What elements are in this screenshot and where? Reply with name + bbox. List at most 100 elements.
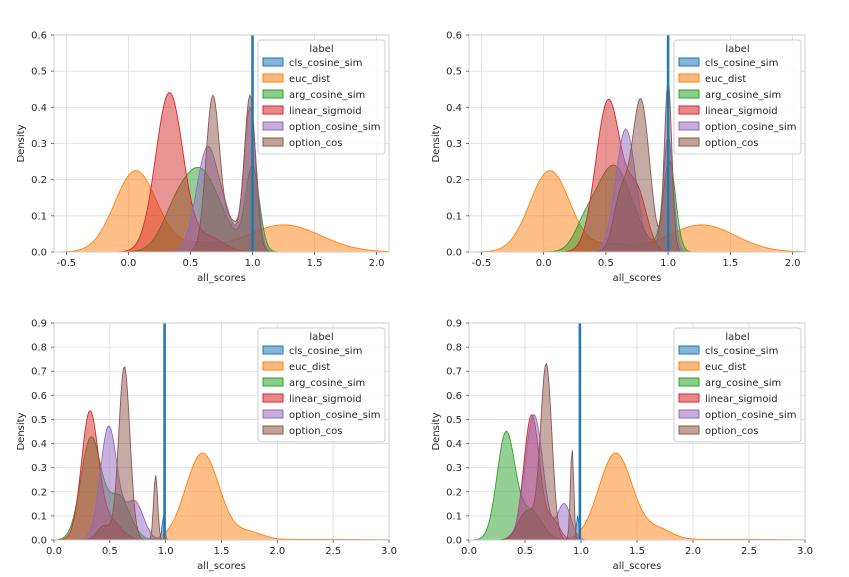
y-tick-label: 0.2 (31, 175, 47, 186)
legend-label-cls-cosine-sim: cls_cosine_sim (705, 346, 778, 357)
subplot-1: -0.5 0.0 0.5 1.0 1.5 2.0 0.0 0.1 0.2 0.3 0.4 0.5 0.6… (16, 31, 390, 284)
x-tick-label: 1.5 (722, 258, 738, 269)
legend-swatch-option-cos (678, 425, 700, 435)
y-tick-label: 0.2 (446, 175, 462, 186)
subplot-4: 0.0 0.5 1.0 1.5 2.0 2.5 3.0 0.0 0.1 0.2 0.3 0.4 0.5 0… (431, 319, 813, 573)
legend-label-cls-cosine-sim: cls_cosine_sim (705, 58, 778, 69)
y-tick-label: 0.2 (31, 487, 47, 498)
y-tick-label: 0.3 (31, 139, 47, 150)
y-tick-label: 0.9 (31, 319, 47, 330)
legend-swatch-euc-dist (262, 73, 284, 83)
legend-label-euc-dist: euc_dist (705, 74, 746, 85)
y-axis-label: Density (16, 412, 27, 450)
y-tick-label: 0.9 (446, 319, 462, 330)
legend-label-linear-sigmoid: linear_sigmoid (289, 106, 362, 117)
y-tick-label: 0.4 (31, 103, 47, 114)
legend-label-option-cosine-sim: option_cosine_sim (705, 122, 796, 133)
x-tick-label: 0.5 (102, 546, 118, 557)
y-tick-label: 0.1 (31, 511, 47, 522)
y-tick-label: 0.2 (446, 487, 462, 498)
legend-swatch-euc-dist (678, 73, 700, 83)
y-tick-label: 0.6 (31, 31, 47, 42)
legend-swatch-cls-cosine-sim (678, 57, 700, 67)
legend-label-cls-cosine-sim: cls_cosine_sim (289, 346, 362, 357)
legend-swatch-cls-cosine-sim (262, 57, 284, 67)
x-tick-label: 2.0 (685, 546, 701, 557)
y-tick-label: 0.1 (31, 211, 47, 222)
y-tick-label: 0.6 (446, 391, 462, 402)
legend-label-cls-cosine-sim: cls_cosine_sim (289, 58, 362, 69)
legend: label cls_cosine_sim euc_dist arg_cosine_si… (257, 39, 386, 155)
legend-swatch-linear-sigmoid (678, 393, 700, 403)
legend-swatch-option-cosine-sim (262, 409, 284, 419)
legend-label-arg-cosine-sim: arg_cosine_sim (289, 378, 365, 389)
legend-swatch-linear-sigmoid (262, 393, 284, 403)
legend-title: label (725, 44, 749, 55)
y-tick-label: 0.8 (31, 343, 47, 354)
y-tick-label: 0.6 (446, 31, 462, 42)
y-tick-label: 0.3 (31, 463, 47, 474)
x-tick-label: 2.0 (269, 546, 285, 557)
x-axis-label: all_scores (613, 273, 662, 284)
x-tick-label: 0.0 (461, 546, 477, 557)
legend-swatch-option-cosine-sim (678, 121, 700, 131)
x-tick-label: 2.0 (369, 258, 385, 269)
legend-swatch-cls-cosine-sim (262, 345, 284, 355)
legend-swatch-option-cosine-sim (262, 121, 284, 131)
y-tick-label: 0.0 (446, 536, 462, 547)
y-axis-label: Density (431, 124, 442, 162)
x-tick-label: 2.5 (741, 546, 757, 557)
legend-swatch-arg-cosine-sim (678, 89, 700, 99)
legend: label cls_cosine_sim euc_dist arg_cosine_si… (257, 327, 386, 443)
y-tick-label: 0.0 (31, 536, 47, 547)
y-tick-label: 0.8 (446, 343, 462, 354)
legend: label cls_cosine_sim euc_dist arg_cosine_si… (673, 327, 802, 443)
legend-box (673, 39, 802, 155)
y-tick-label: 0.5 (446, 415, 462, 426)
legend-label-option-cos: option_cos (289, 426, 342, 437)
y-axis-label: Density (431, 412, 442, 450)
legend-swatch-option-cos (678, 137, 700, 147)
x-tick-label: 1.5 (214, 546, 230, 557)
subplot-3: 0.0 0.5 1.0 1.5 2.0 2.5 3.0 0.0 0.1 0.2 0.3 0.4 0.5 0… (16, 319, 397, 573)
x-tick-label: 1.5 (307, 258, 323, 269)
legend-label-arg-cosine-sim: arg_cosine_sim (289, 90, 365, 101)
legend-label-euc-dist: euc_dist (705, 362, 746, 373)
x-axis-label: all_scores (613, 561, 662, 572)
legend-label-option-cosine-sim: option_cosine_sim (289, 122, 380, 133)
legend-title: label (309, 332, 333, 343)
legend: label cls_cosine_sim euc_dist arg_cosine_si… (673, 39, 802, 155)
legend-label-arg-cosine-sim: arg_cosine_sim (705, 378, 781, 389)
y-tick-label: 0.7 (446, 367, 462, 378)
y-tick-label: 0.5 (31, 415, 47, 426)
legend-swatch-option-cos (262, 137, 284, 147)
y-tick-label: 0.3 (446, 463, 462, 474)
legend-swatch-euc-dist (678, 361, 700, 371)
x-tick-label: 2.0 (785, 258, 801, 269)
legend-swatch-arg-cosine-sim (262, 89, 284, 99)
legend-label-option-cosine-sim: option_cosine_sim (289, 410, 380, 421)
y-tick-label: 0.6 (31, 391, 47, 402)
legend-label-linear-sigmoid: linear_sigmoid (289, 394, 362, 405)
y-tick-label: 0.5 (31, 67, 47, 78)
y-tick-label: 0.0 (31, 248, 47, 259)
y-tick-label: 0.1 (446, 511, 462, 522)
x-tick-label: 2.5 (325, 546, 341, 557)
legend-swatch-option-cos (262, 425, 284, 435)
y-tick-label: 0.3 (446, 139, 462, 150)
y-tick-label: 0.4 (31, 439, 47, 450)
legend-swatch-option-cosine-sim (678, 409, 700, 419)
y-axis-label: Density (16, 124, 27, 162)
x-tick-label: -0.5 (57, 258, 77, 269)
x-tick-label: 3.0 (381, 546, 397, 557)
x-tick-label: 0.0 (120, 258, 136, 269)
subplot-2: -0.5 0.0 0.5 1.0 1.5 2.0 0.0 0.1 0.2 0.3 0.4 0.5 0.6… (431, 31, 806, 284)
x-tick-label: 1.0 (158, 546, 174, 557)
x-tick-label: 0.0 (536, 258, 552, 269)
x-tick-label: 0.5 (598, 258, 614, 269)
x-tick-label: 0.5 (517, 546, 533, 557)
legend-box (257, 39, 386, 155)
legend-swatch-linear-sigmoid (678, 105, 700, 115)
legend-label-option-cos: option_cos (705, 138, 758, 149)
